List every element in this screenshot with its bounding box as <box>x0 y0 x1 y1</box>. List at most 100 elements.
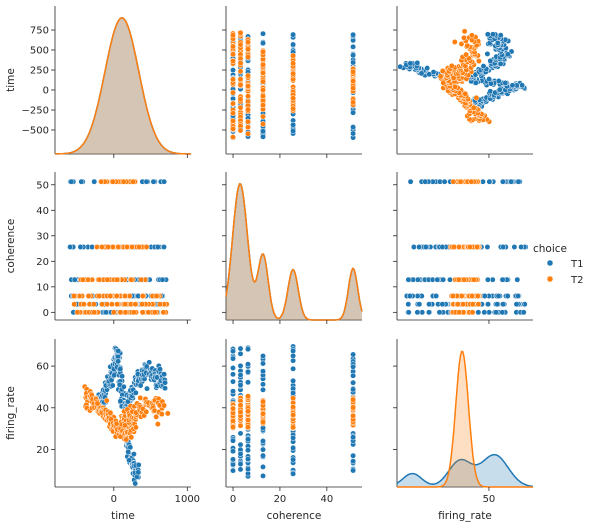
point-T2 <box>290 411 297 418</box>
point-T1 <box>260 386 266 393</box>
point-T1 <box>515 178 522 185</box>
point-T2 <box>160 309 167 316</box>
point-T1 <box>237 450 244 457</box>
y-tick-label: −250 <box>22 106 49 117</box>
point-T2 <box>245 54 251 61</box>
point-T2 <box>85 276 92 283</box>
point-T2 <box>136 244 142 250</box>
point-T2 <box>122 301 129 308</box>
point-T1 <box>475 309 482 316</box>
point-T2 <box>74 309 81 316</box>
point-T2 <box>117 309 124 316</box>
point-T1 <box>500 244 507 250</box>
point-T2 <box>237 68 244 75</box>
point-T1 <box>260 472 266 479</box>
point-T2 <box>91 309 98 316</box>
point-T1 <box>260 463 266 470</box>
y-tick-label: 500 <box>30 46 49 57</box>
point-T1 <box>416 301 423 308</box>
panel-coherence-vs-coherence <box>222 172 363 324</box>
point-T1 <box>230 348 236 355</box>
x-axis-label-time: time <box>111 510 135 522</box>
point-T1 <box>290 377 297 384</box>
point-T2 <box>230 405 236 412</box>
point-T2 <box>85 293 92 299</box>
y-tick-label: 0 <box>43 308 49 319</box>
point-T1 <box>117 366 124 373</box>
point-T2 <box>468 32 475 39</box>
point-T2 <box>437 73 444 80</box>
y-tick-label: 250 <box>30 66 49 77</box>
point-T1 <box>486 76 493 83</box>
point-T2 <box>109 244 116 250</box>
point-T1 <box>237 461 244 468</box>
point-T1 <box>161 178 168 185</box>
point-T2 <box>94 400 101 407</box>
point-T2 <box>230 117 236 124</box>
point-T2 <box>460 301 467 308</box>
point-T1 <box>230 355 236 362</box>
point-T2 <box>138 276 145 283</box>
point-T1 <box>260 438 266 444</box>
point-T2 <box>475 301 482 308</box>
point-T1 <box>518 244 525 250</box>
point-T1 <box>237 430 244 437</box>
y-axis-label-firing_rate: firing_rate <box>5 386 17 440</box>
point-T2 <box>128 276 135 283</box>
kde-line-T1 <box>396 453 534 488</box>
point-T2 <box>455 276 462 283</box>
point-T1 <box>515 293 522 299</box>
point-T1 <box>245 368 251 375</box>
point-T1 <box>260 353 266 359</box>
point-T2 <box>237 60 244 67</box>
point-T1 <box>150 178 157 185</box>
point-T2 <box>461 276 468 283</box>
panel-firing_rate-vs-firing_rate: 50 <box>393 339 534 505</box>
point-T1 <box>245 379 251 386</box>
point-T1 <box>511 244 518 250</box>
point-T2 <box>290 95 297 102</box>
point-T1 <box>487 57 494 64</box>
point-T1 <box>132 480 139 487</box>
point-T1 <box>350 351 357 358</box>
point-T1 <box>484 31 491 38</box>
point-T1 <box>230 456 236 463</box>
point-T1 <box>436 309 443 316</box>
x-tick-label: 0 <box>111 494 117 505</box>
x-tick-label: 50 <box>483 494 496 505</box>
point-T2 <box>470 104 477 111</box>
point-T2 <box>107 409 114 416</box>
point-T1 <box>237 372 244 378</box>
point-T1 <box>77 244 84 250</box>
point-T2 <box>230 32 236 39</box>
point-T2 <box>245 72 251 79</box>
point-T1 <box>162 385 168 392</box>
y-tick-label: 10 <box>36 282 49 293</box>
point-T2 <box>245 417 251 424</box>
point-T1 <box>416 244 423 250</box>
point-T2 <box>290 70 297 77</box>
point-T1 <box>484 50 491 57</box>
point-T2 <box>260 419 266 426</box>
point-T2 <box>350 404 357 411</box>
point-T1 <box>126 457 133 464</box>
point-T1 <box>489 31 496 38</box>
point-T2 <box>461 34 467 41</box>
point-T1 <box>143 178 150 185</box>
point-T2 <box>260 102 266 109</box>
point-T1 <box>161 244 167 250</box>
point-T2 <box>79 276 86 283</box>
point-T2 <box>350 78 357 85</box>
point-T2 <box>450 75 457 81</box>
point-T2 <box>230 51 236 58</box>
point-T2 <box>290 424 297 431</box>
point-T1 <box>290 390 297 397</box>
point-T1 <box>434 276 441 283</box>
point-T1 <box>290 434 297 441</box>
point-T1 <box>495 293 502 299</box>
point-T1 <box>350 363 357 370</box>
point-T2 <box>448 62 455 69</box>
point-T1 <box>130 451 137 458</box>
point-T2 <box>104 276 111 283</box>
